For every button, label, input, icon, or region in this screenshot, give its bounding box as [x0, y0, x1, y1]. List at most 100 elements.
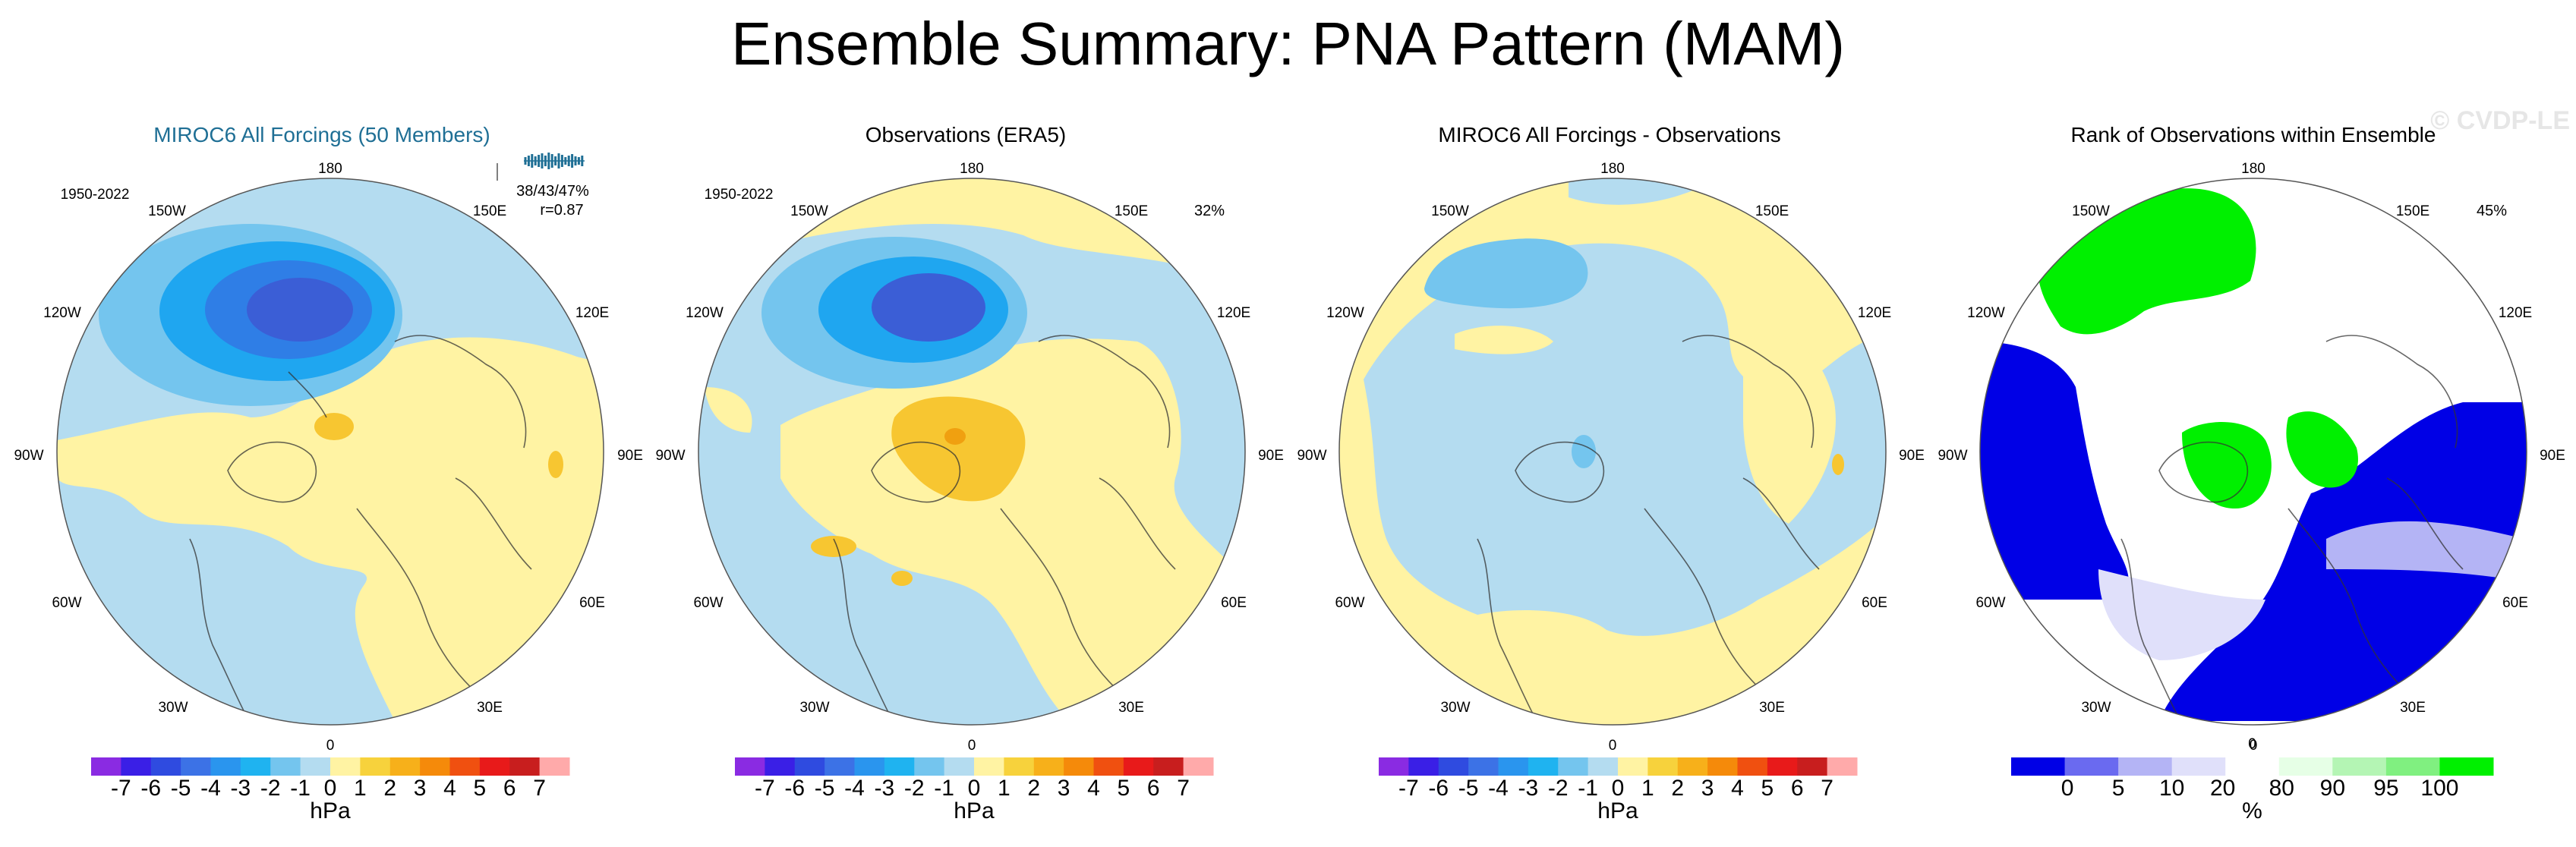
colorbar-tick-label: 3: [414, 776, 427, 801]
lon-label: 150W: [148, 203, 186, 219]
colorbar-swatch: [765, 757, 796, 776]
colorbar-unit: %: [2242, 798, 2262, 823]
lon-label: 90E: [2540, 448, 2565, 464]
colorbar-tick-label: -2: [1548, 776, 1569, 801]
lon-label: 30E: [477, 700, 503, 716]
lon-label: 150E: [473, 203, 506, 219]
colorbar-swatch: [2064, 757, 2119, 776]
colorbar-swatch: [1558, 757, 1589, 776]
colorbar-tick-label: 4: [1087, 776, 1100, 801]
colorbar-swatch: [1123, 757, 1154, 776]
colorbar-swatch: [479, 757, 510, 776]
colorbar-tick-label: 4: [1731, 776, 1744, 801]
panel-rank: Rank of Observations within Ensemble 180: [1931, 114, 2575, 847]
colorbar-swatch: [1004, 757, 1035, 776]
positive-anomaly-field: [1455, 326, 1553, 354]
colorbar-swatch: [2118, 757, 2173, 776]
colorbar-tick-label: 3: [1701, 776, 1714, 801]
colorbar-tick-label: 80: [2269, 776, 2294, 801]
lon-label: 30W: [1440, 700, 1470, 716]
colorbar-tick-label: -7: [755, 776, 775, 801]
panel-observations: Observations (ERA5) 180: [644, 114, 1288, 847]
colorbar-swatch: [420, 757, 450, 776]
lon-label: 120W: [1326, 305, 1364, 321]
colorbar-swatch: [825, 757, 855, 776]
lon-label: 90W: [1938, 448, 1967, 464]
colorbar-swatch: [1797, 757, 1828, 776]
lon-label: 90W: [1297, 448, 1326, 464]
high-pressure-center: [314, 413, 354, 440]
lon-label: 90W: [655, 448, 685, 464]
lon-label: 60W: [1975, 595, 2005, 611]
colorbar-swatch: [1468, 757, 1499, 776]
colorbar-swatch: [2439, 757, 2494, 776]
page-title: Ensemble Summary: PNA Pattern (MAM): [730, 10, 1846, 77]
stats-label: 38/43/47%: [516, 183, 589, 200]
colorbar-swatch: [150, 757, 181, 776]
lon-label: 120W: [686, 305, 724, 321]
colorbar-swatch: [2278, 757, 2333, 776]
colorbar-swatch: [1588, 757, 1619, 776]
lon-label: 0: [2250, 738, 2258, 754]
coastlines: [2120, 335, 2464, 725]
positive-anomaly-field: [57, 337, 604, 721]
colorbar-tick-label: 1: [354, 776, 367, 801]
period-label: 1950-2022: [61, 187, 130, 203]
lon-label: 30E: [1759, 700, 1785, 716]
map-observations: 180 150E 120E 90E 60E 30E 0 30W 60W 90W …: [655, 161, 1284, 823]
colorbar-tick-label: -6: [1428, 776, 1449, 801]
colorbar-swatch: [2332, 757, 2387, 776]
colorbar-swatch: [121, 757, 152, 776]
lon-label: 90E: [1258, 448, 1284, 464]
lon-label: 120W: [43, 305, 81, 321]
lon-label: 150E: [1755, 203, 1789, 219]
colorbar-unit: hPa: [1597, 798, 1638, 823]
map-boundary: [1979, 178, 2527, 726]
colorbar-tick-label: 2: [1027, 776, 1040, 801]
colorbar-swatch: [1827, 757, 1858, 776]
colorbar-swatch: [2225, 757, 2280, 776]
lon-label: 60E: [1221, 595, 1247, 611]
lon-label: 90E: [617, 448, 643, 464]
colorbar-tick-label: 5: [1118, 776, 1130, 801]
lon-label: 150W: [1431, 203, 1469, 219]
lon-label: 180: [2241, 161, 2265, 177]
colorbar-tick-label: 100: [2420, 776, 2458, 801]
lon-label: 120E: [575, 305, 609, 321]
high-pressure-center: [811, 536, 856, 557]
colorbar: 0 5 10 20 80 90 95 100 0%: [2011, 736, 2494, 823]
colorbar-swatch: [1379, 757, 1409, 776]
low-pressure-center: [247, 278, 353, 342]
colorbar-tick-label: 5: [474, 776, 487, 801]
colorbar-tick-label: 6: [1791, 776, 1804, 801]
lon-label: 120E: [1858, 305, 1891, 321]
panel-title: MIROC6 All Forcings (50 Members): [153, 123, 490, 146]
low-pressure-center: [1572, 435, 1596, 468]
colorbar: -7 -6 -5 -4 -3 -2 -1 0 1 2 3 4 5 6 7 hPa: [735, 757, 1214, 823]
watermark: © CVDP-LE: [2430, 106, 2570, 135]
colorbar-tick-label: 7: [1821, 776, 1833, 801]
high-pressure-center: [891, 571, 913, 586]
lon-label: 0: [1609, 738, 1617, 754]
colorbar-swatch: [360, 757, 391, 776]
colorbar-swatch: [1438, 757, 1469, 776]
colorbar-tick-label: -1: [934, 776, 954, 801]
colorbar-tick-label: -2: [260, 776, 281, 801]
colorbar-swatch: [1528, 757, 1559, 776]
colorbar-tick-label: 1: [1641, 776, 1654, 801]
lon-label: 60W: [52, 595, 81, 611]
lon-label: 90W: [14, 448, 43, 464]
colorbar-swatch: [884, 757, 915, 776]
colorbar-swatch: [449, 757, 481, 776]
colorbar-tick-label: 7: [533, 776, 546, 801]
colorbar-swatch: [854, 757, 885, 776]
map-boundary: [56, 178, 604, 726]
colorbar-swatch: [210, 757, 241, 776]
low-pressure-center: [872, 273, 985, 342]
colorbar-tick-label: -1: [1578, 776, 1598, 801]
colorbar-tick-label: 7: [1177, 776, 1190, 801]
colorbar-swatch: [1183, 757, 1214, 776]
colorbar-swatch: [1677, 757, 1708, 776]
member-spread-ticks: [497, 153, 585, 181]
colorbar-swatch: [1153, 757, 1184, 776]
